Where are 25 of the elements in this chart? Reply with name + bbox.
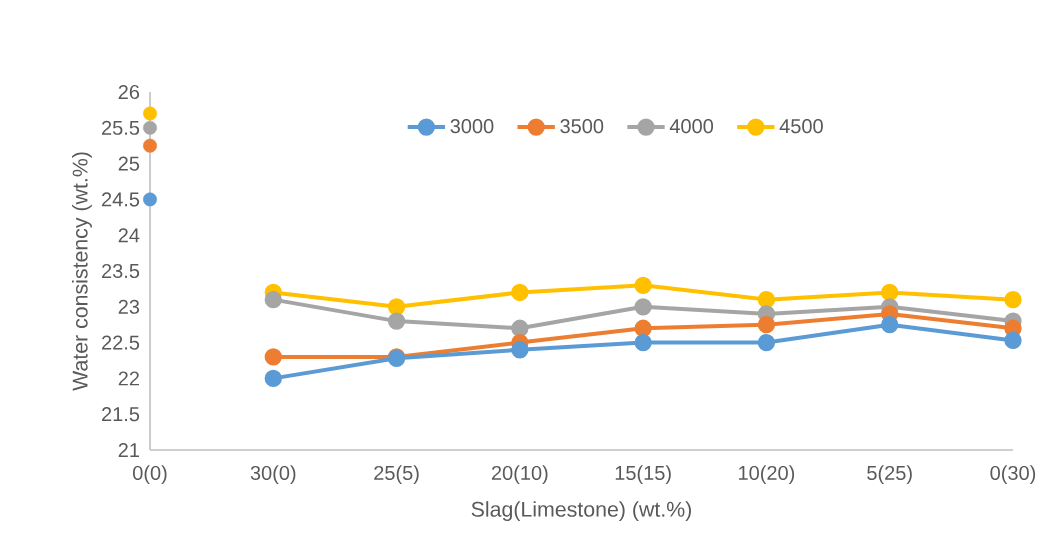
y-tick-label: 24 <box>118 228 140 243</box>
y-tick-label: 25 <box>118 156 140 171</box>
y-axis-title: Water consistency (wt.%) <box>72 152 92 391</box>
y-tick-label: 25.5 <box>102 120 140 135</box>
y-tick-label: 21.5 <box>102 407 140 422</box>
y-tick-label: 23 <box>118 299 140 314</box>
y-tick-label: 22.5 <box>102 335 140 350</box>
y-tick-label: 21 <box>118 443 139 457</box>
legend-label: 4000 <box>669 119 714 134</box>
y-tick-label: 23.5 <box>102 263 140 279</box>
x-tick-label: 20(10) <box>491 465 548 484</box>
legend-label: 3000 <box>450 119 494 134</box>
legend-label: 4500 <box>779 119 823 134</box>
x-tick-label: 30(0) <box>250 465 296 484</box>
legend-label: 3500 <box>560 119 604 134</box>
x-axis-title: Slag(Limestone) (wt.%) <box>471 501 691 522</box>
x-tick-label: 15(15) <box>615 465 671 484</box>
y-tick-label: 24.5 <box>102 192 140 207</box>
x-tick-label: 25(5) <box>374 465 419 484</box>
x-tick-label: 0(30) <box>990 465 1036 484</box>
y-tick-label: 22 <box>118 371 139 386</box>
x-tick-label: 0(0) <box>133 465 167 484</box>
y-tick-label: 26 <box>118 84 140 100</box>
x-tick-label: 10(20) <box>739 465 795 484</box>
x-tick-label: 5(25) <box>867 465 912 484</box>
